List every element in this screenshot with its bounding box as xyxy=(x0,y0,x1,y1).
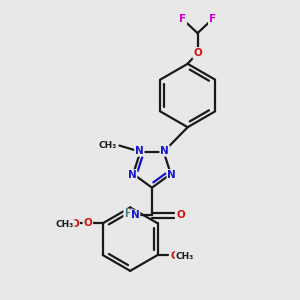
Text: O: O xyxy=(83,218,92,228)
Text: O: O xyxy=(193,48,202,58)
Text: N: N xyxy=(131,210,140,220)
Text: O: O xyxy=(176,210,185,220)
Text: O: O xyxy=(170,251,179,261)
Text: CH₃: CH₃ xyxy=(56,220,74,229)
Text: F: F xyxy=(179,14,186,24)
Text: CH₃: CH₃ xyxy=(98,141,116,150)
Text: H: H xyxy=(124,209,132,219)
Text: O: O xyxy=(70,219,80,229)
Text: N: N xyxy=(135,146,144,156)
Text: F: F xyxy=(209,14,216,24)
Text: methoxy: methoxy xyxy=(76,223,82,224)
Text: N: N xyxy=(160,146,169,156)
Text: CH₃: CH₃ xyxy=(175,251,194,260)
Text: N: N xyxy=(167,170,176,180)
Text: N: N xyxy=(128,170,136,180)
